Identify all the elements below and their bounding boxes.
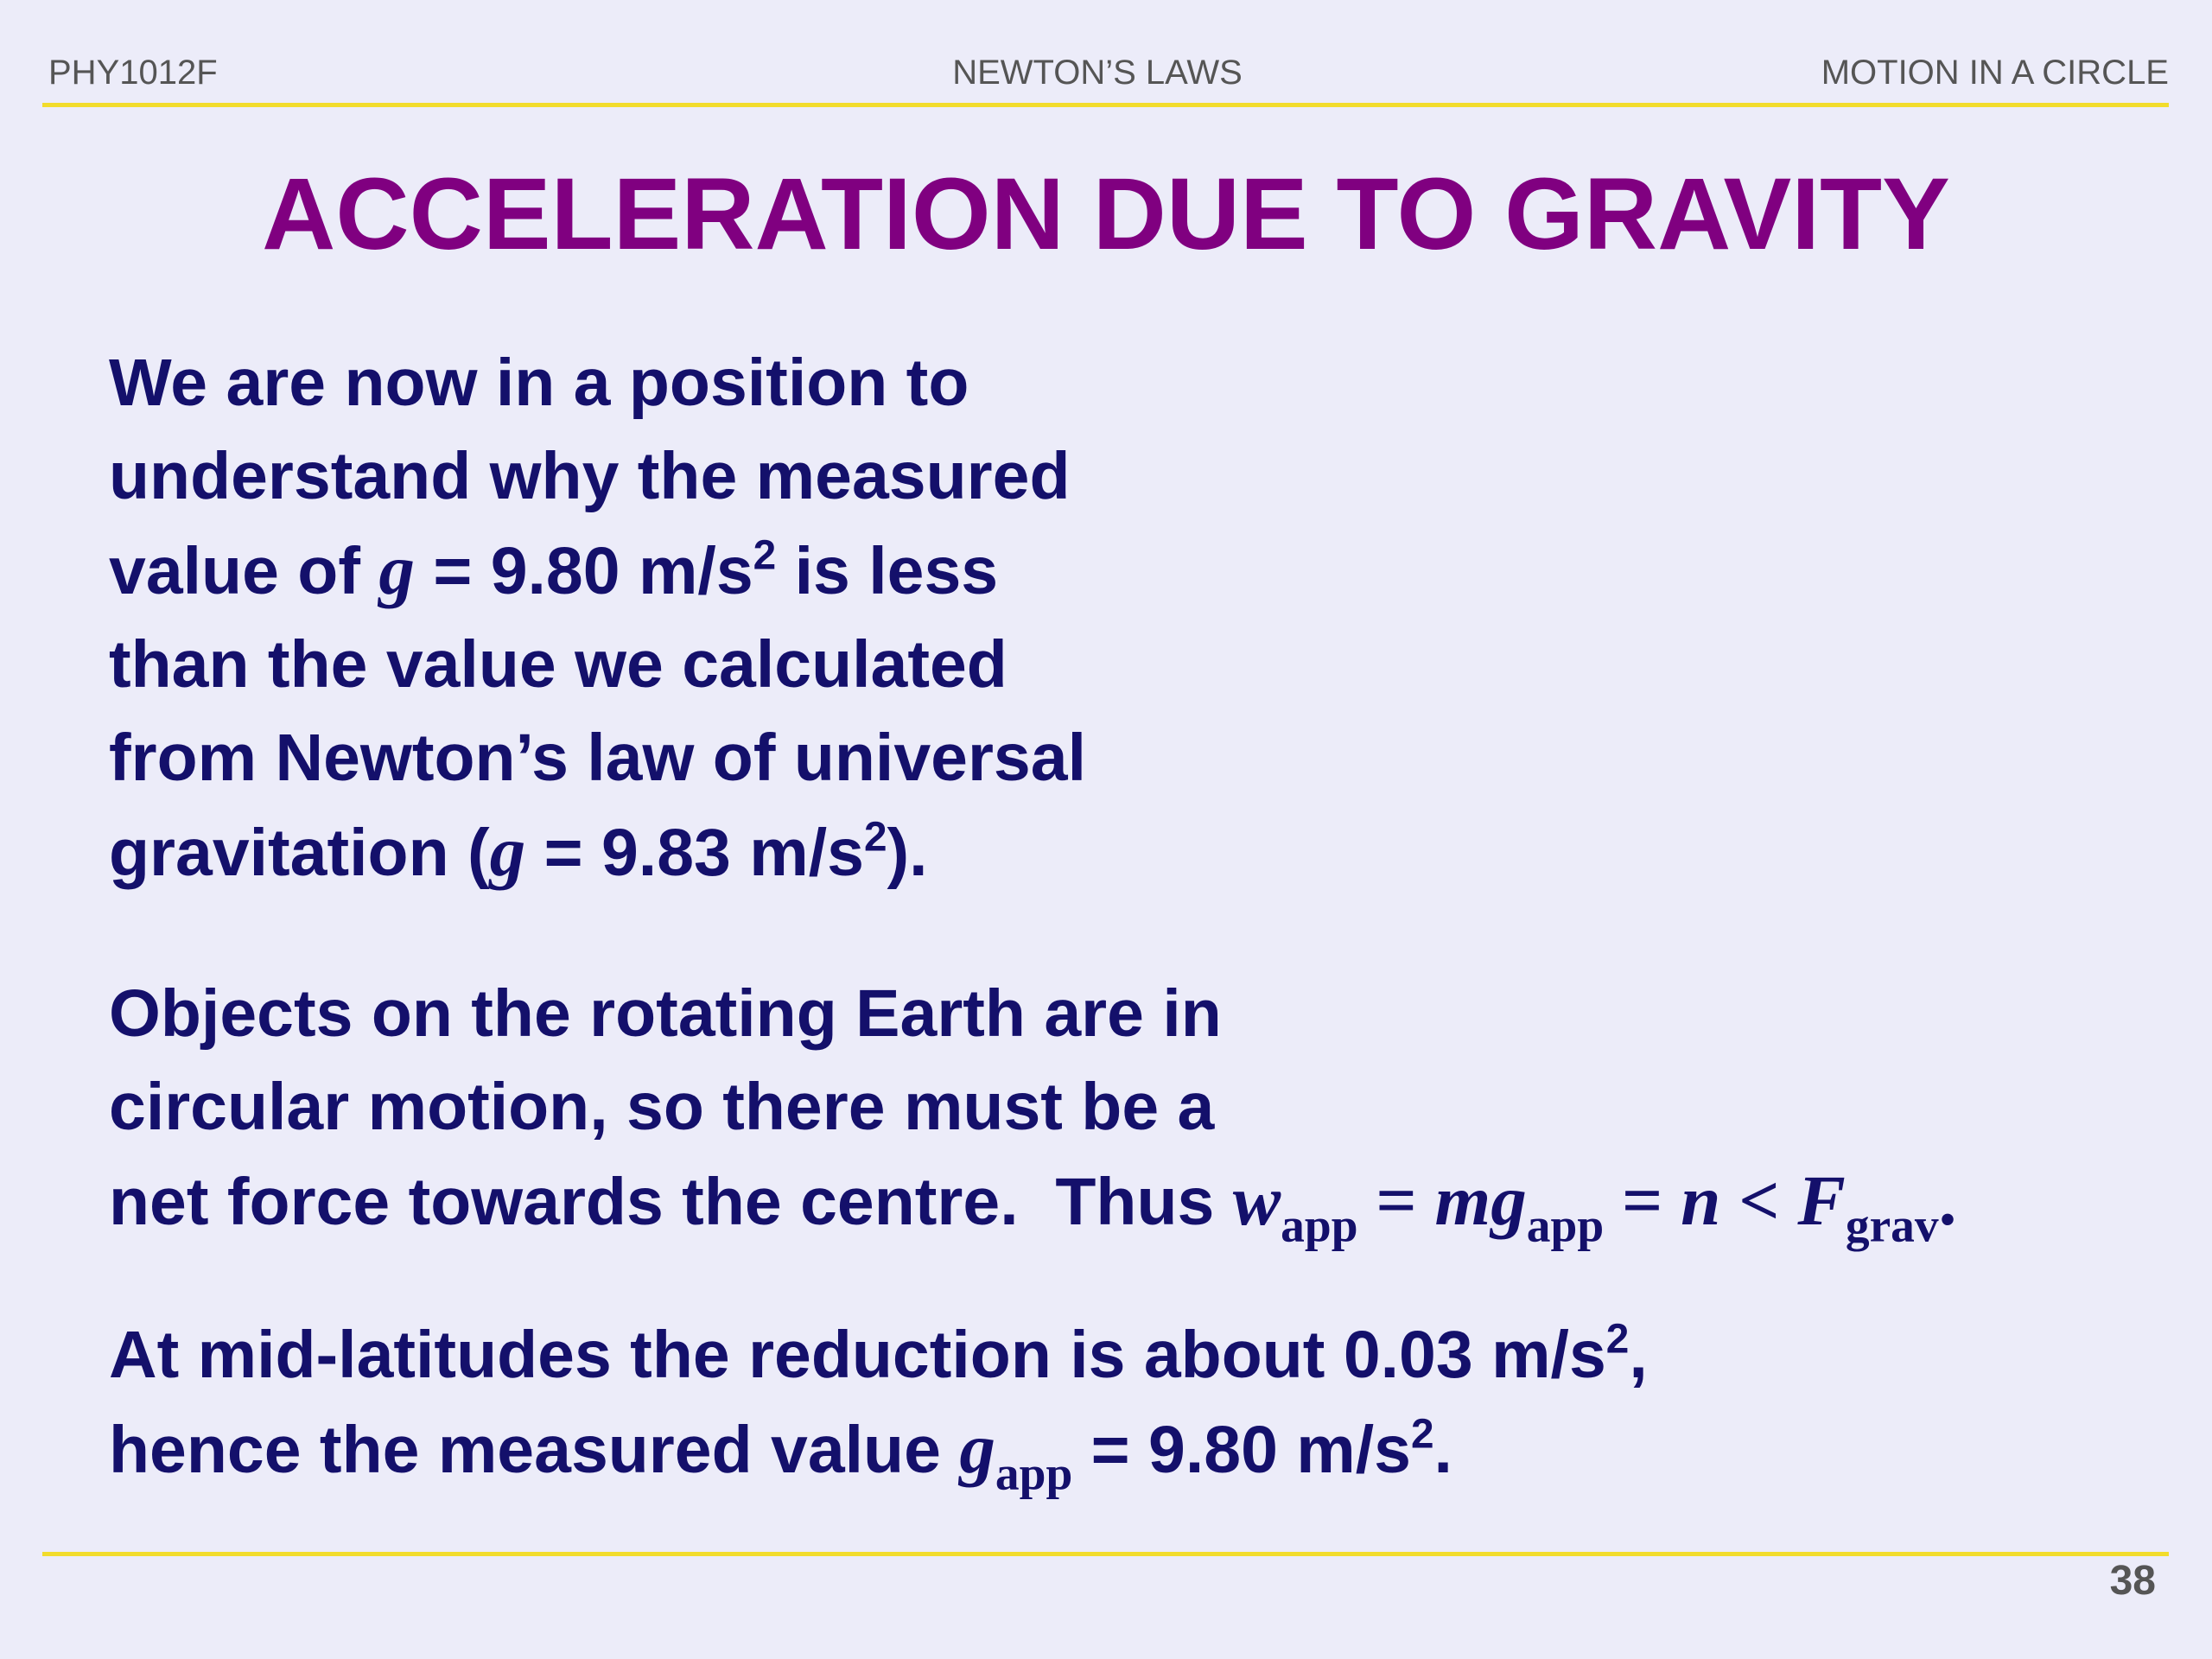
superscript: 2 — [1605, 1316, 1630, 1363]
text: = 9.80 m/s — [1072, 1413, 1411, 1487]
text: At mid-latitudes the reduction is about … — [109, 1318, 1606, 1392]
text: gravitation ( — [109, 816, 490, 890]
paragraph: At mid-latitudes the reduction is about … — [109, 1308, 1648, 1497]
text: Objects on the rotating Earth are in — [109, 976, 1222, 1051]
paragraph: We are now in a position to understand wh… — [109, 336, 1086, 899]
text: = 9.83 m/s — [525, 816, 864, 890]
text: ). — [887, 816, 928, 890]
section: MOTION IN A CIRCLE — [1821, 54, 2169, 92]
text: than the value we calculated — [109, 627, 1007, 702]
math-symbol: mg — [1434, 1160, 1527, 1240]
text: hence the measured value — [109, 1413, 960, 1487]
text: . — [1938, 1160, 1957, 1240]
math-operator: = — [1604, 1160, 1681, 1240]
math-symbol: g — [378, 530, 415, 609]
text: = 9.80 m/s — [414, 534, 753, 608]
superscript: 2 — [753, 532, 777, 579]
superscript: 2 — [863, 814, 887, 861]
subscript: app — [995, 1446, 1073, 1500]
subscript: app — [1281, 1198, 1358, 1252]
math-symbol: w — [1232, 1160, 1281, 1240]
text: circular motion, so there must be a — [109, 1070, 1215, 1144]
math-symbol: F — [1797, 1160, 1846, 1240]
subscript: app — [1526, 1198, 1605, 1252]
footer-rule — [42, 1552, 2169, 1556]
text: understand why the measured — [109, 439, 1071, 513]
subscript: grav — [1845, 1198, 1939, 1252]
superscript: 2 — [1410, 1411, 1434, 1458]
text: We are now in a position to — [109, 346, 969, 420]
math-symbol: g — [959, 1408, 995, 1488]
paragraph: Objects on the rotating Earth are in circ… — [109, 967, 1956, 1249]
math-symbol: g — [489, 811, 526, 891]
text: net force towards the centre. Thus — [109, 1165, 1233, 1239]
text: , — [1629, 1318, 1648, 1392]
text: . — [1433, 1413, 1452, 1487]
text: is less — [776, 534, 999, 608]
page-number: 38 — [2109, 1558, 2156, 1604]
header-rule — [42, 103, 2169, 107]
topic: NEWTON’S LAWS — [952, 54, 1243, 92]
math-symbol: n — [1681, 1160, 1721, 1240]
math-operator: < — [1720, 1160, 1798, 1240]
math-operator: = — [1357, 1160, 1435, 1240]
slide-title: ACCELERATION DUE TO GRAVITY — [262, 157, 1950, 271]
course-code: PHY1012F — [48, 54, 218, 92]
text: value of — [109, 534, 379, 608]
text: from Newton’s law of universal — [109, 721, 1086, 795]
